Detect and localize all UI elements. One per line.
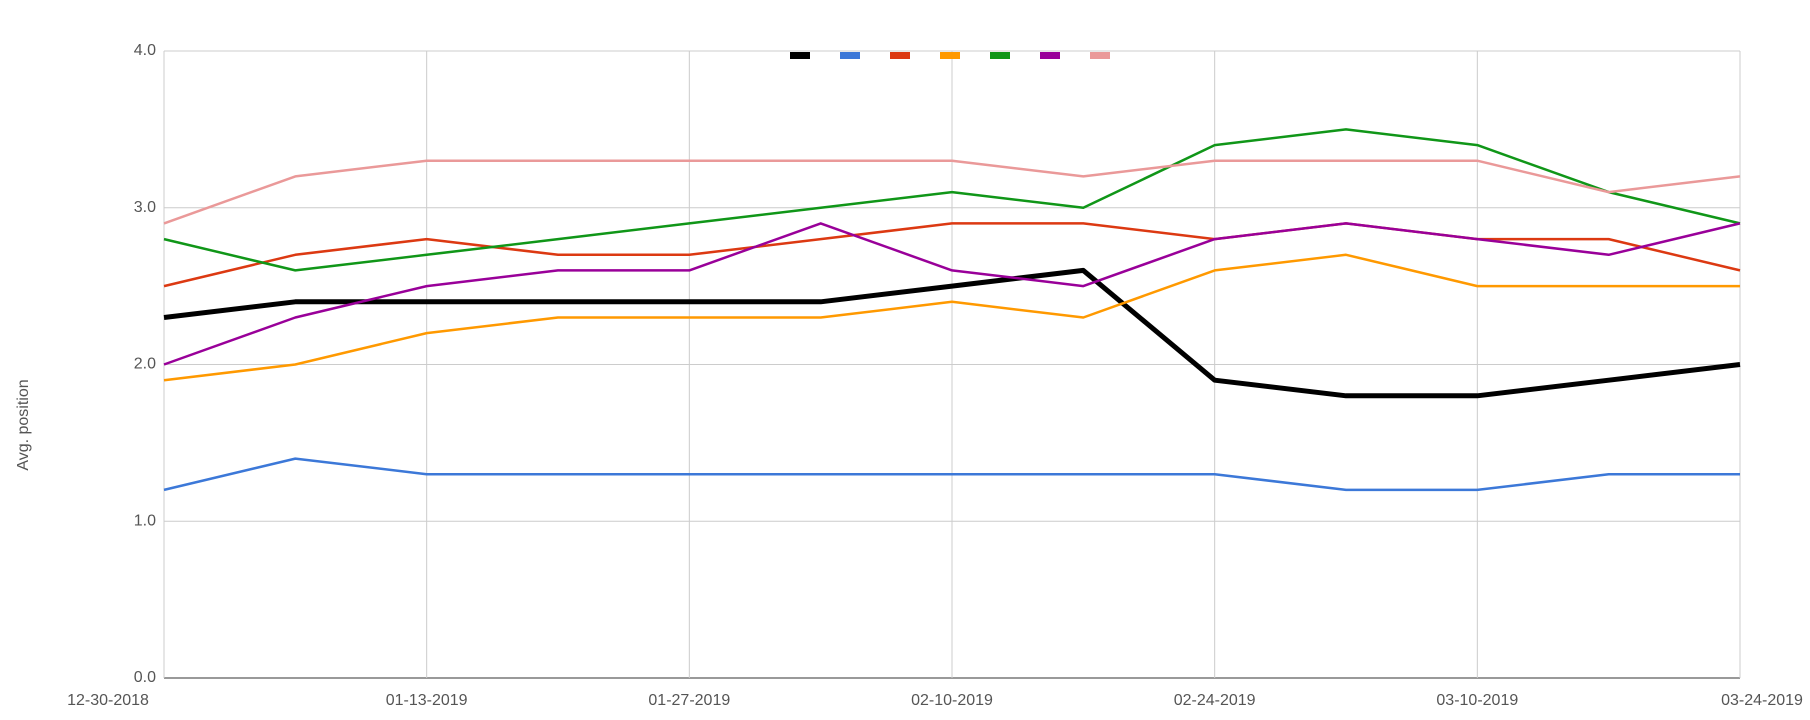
legend-swatch [790, 52, 810, 59]
legend-swatch [940, 52, 960, 59]
series-line [163, 128, 1741, 272]
x-tick-label: 01-27-2019 [648, 692, 730, 709]
series-line [163, 222, 1741, 366]
x-tick-label: 02-10-2019 [911, 692, 993, 709]
y-tick-label: 0.0 [134, 669, 156, 686]
y-axis-label: Avg. position [15, 379, 32, 470]
y-tick-label: 1.0 [134, 512, 156, 529]
series-line [163, 457, 1740, 492]
legend-swatch [1040, 52, 1060, 59]
y-tick-label: 4.0 [134, 42, 156, 59]
x-tick-label: 02-24-2019 [1174, 692, 1256, 709]
legend-swatch [840, 52, 860, 59]
y-tick-label: 2.0 [134, 356, 156, 373]
series-line [163, 159, 1741, 225]
x-tick-label: 01-13-2019 [386, 692, 468, 709]
series-line [163, 253, 1740, 382]
x-tick-label: 12-30-2018 [67, 692, 149, 709]
legend-swatch [890, 52, 910, 59]
x-tick-label: 03-24-2019 [1721, 692, 1803, 709]
y-tick-label: 3.0 [134, 199, 156, 216]
x-tick-label: 03-10-2019 [1436, 692, 1518, 709]
legend-swatch [1090, 52, 1110, 59]
legend-swatch [990, 52, 1010, 59]
series-line [163, 267, 1741, 399]
